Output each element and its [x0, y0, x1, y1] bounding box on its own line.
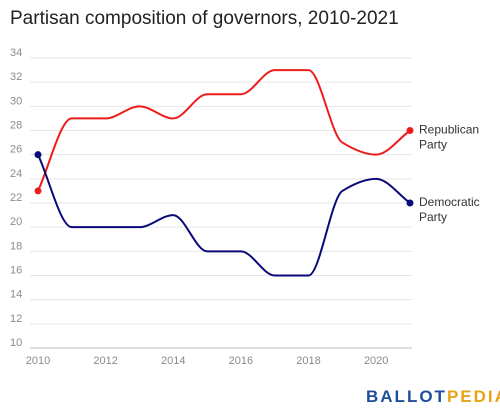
logo-part-ballot: BALLOT [366, 387, 447, 406]
x-tick-label: 2014 [161, 355, 185, 367]
y-tick-label: 26 [10, 144, 22, 156]
y-tick-label: 30 [10, 95, 22, 107]
chart-title: Partisan composition of governors, 2010-… [10, 8, 399, 29]
y-tick-label: 10 [10, 337, 22, 349]
y-tick-label: 22 [10, 192, 22, 204]
y-tick-label: 32 [10, 71, 22, 83]
republican-point-2021 [406, 127, 414, 134]
democratic-point-2021 [406, 199, 414, 207]
y-tick-label: 24 [10, 168, 22, 180]
x-axis-ticks: 2010 2012 2014 2016 2018 2020 [26, 355, 389, 367]
republican-label-line: Republican [419, 123, 479, 137]
y-tick-label: 20 [10, 216, 22, 228]
democratic-point-2010 [34, 151, 42, 159]
democratic-label-line: Party [419, 210, 447, 224]
ballotpedia-logo: BALLOTPEDIA [366, 387, 500, 407]
x-tick-label: 2020 [364, 355, 388, 367]
y-tick-label: 14 [10, 289, 22, 301]
x-tick-label: 2018 [296, 355, 320, 367]
republican-point-2010 [34, 187, 42, 195]
x-tick-label: 2016 [229, 355, 253, 367]
x-tick-label: 2012 [93, 355, 117, 367]
y-tick-label: 12 [10, 313, 22, 325]
series-points [34, 127, 414, 207]
y-tick-label: 16 [10, 265, 22, 277]
y-tick-label: 28 [10, 120, 22, 132]
gridlines [30, 57, 412, 349]
democratic-line [37, 154, 411, 277]
y-tick-label: 34 [10, 47, 22, 59]
series-lines [37, 69, 411, 277]
x-tick-label: 2010 [26, 355, 50, 367]
y-tick-label: 18 [10, 240, 22, 252]
y-axis-ticks: 10 12 14 16 18 20 22 24 26 28 30 32 34 [10, 47, 22, 349]
logo-part-pedia: PEDIA [446, 387, 500, 406]
democratic-label-line: Democratic [419, 195, 480, 209]
republican-label-line: Party [419, 138, 447, 152]
republican-line [37, 69, 411, 192]
